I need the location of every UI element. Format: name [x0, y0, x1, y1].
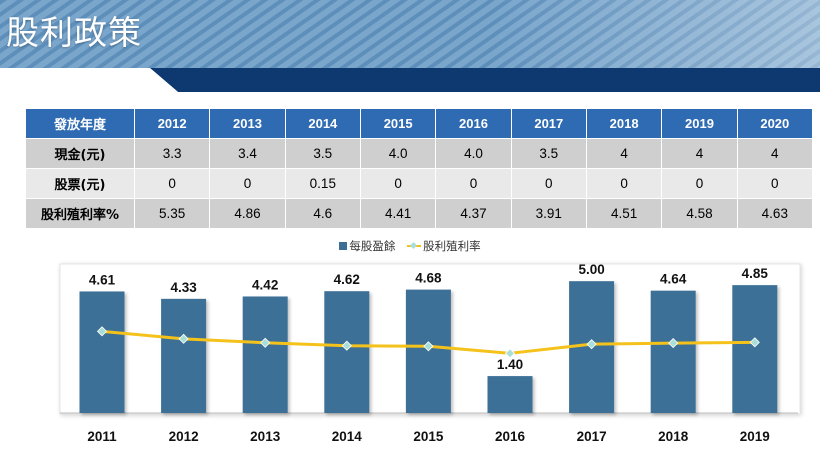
eps-bar — [732, 285, 778, 413]
x-tick-label: 2019 — [740, 429, 770, 444]
bar-data-label: 4.68 — [415, 271, 442, 286]
header-year: 2016 — [435, 108, 512, 139]
chart-legend: 每股盈餘 股利殖利率 — [0, 238, 820, 254]
table-row-yield: 股利殖利率% 5.35 4.86 4.6 4.41 4.37 3.91 4.51… — [25, 198, 814, 229]
eps-bar — [324, 291, 370, 413]
banner-graphic — [0, 0, 820, 92]
row-label: 股利殖利率% — [25, 198, 135, 229]
legend-label: 股利殖利率 — [423, 239, 481, 253]
table-row-cash: 現金(元) 3.3 3.4 3.5 4.0 4.0 3.5 4 4 4 — [25, 138, 814, 169]
yield-point — [96, 326, 108, 337]
legend-item-yield: 股利殖利率 — [407, 238, 481, 254]
legend-bar-swatch — [339, 242, 348, 250]
bar-data-label: 4.85 — [742, 266, 769, 281]
table-cell: 0 — [209, 168, 286, 199]
dividend-table: 發放年度 2012 2013 2014 2015 2016 2017 2018 … — [25, 108, 814, 229]
header-label: 發放年度 — [25, 108, 135, 139]
yield-point — [668, 338, 679, 349]
eps-bar — [161, 298, 207, 413]
table-cell: 0 — [435, 168, 512, 199]
bar-data-label: 4.62 — [334, 272, 360, 287]
table-cell: 4.63 — [736, 198, 814, 229]
eps-bar — [242, 296, 288, 413]
table-cell: 3.4 — [209, 138, 286, 169]
x-tick-label: 2012 — [169, 429, 199, 444]
table-cell: 4.58 — [661, 198, 738, 229]
table-cell: 3.91 — [510, 198, 587, 229]
table-cell: 4.0 — [435, 138, 512, 169]
eps-bar — [487, 376, 533, 413]
table-cell: 4.37 — [435, 198, 512, 229]
table-cell: 4 — [661, 138, 738, 169]
x-tick-label: 2018 — [658, 429, 689, 444]
table-cell: 4 — [585, 138, 663, 169]
table-header-row: 發放年度 2012 2013 2014 2015 2016 2017 2018 … — [25, 108, 814, 139]
table-cell: 0 — [585, 168, 663, 199]
bar-data-label: 1.40 — [497, 357, 523, 372]
table-cell: 4.0 — [359, 138, 437, 169]
table-cell: 3.3 — [133, 138, 211, 169]
table-cell: 0.15 — [284, 168, 361, 199]
header-year: 2019 — [661, 108, 738, 139]
header-year: 2015 — [359, 108, 437, 139]
table-row-stock: 股票(元) 0 0 0.15 0 0 0 0 0 0 — [25, 168, 814, 199]
table-cell: 3.5 — [284, 138, 361, 169]
bar-data-label: 4.42 — [252, 277, 278, 292]
x-tick-label: 2015 — [413, 429, 444, 444]
table-cell: 0 — [661, 168, 738, 199]
header-year: 2017 — [510, 108, 587, 139]
yield-point — [260, 337, 271, 348]
header-year: 2013 — [209, 108, 286, 139]
x-tick-label: 2013 — [250, 429, 281, 444]
table-cell: 0 — [736, 168, 814, 199]
bar-data-label: 4.61 — [89, 272, 116, 287]
table-cell: 4.6 — [284, 198, 361, 229]
header-year: 2012 — [133, 108, 211, 139]
table-cell: 4.41 — [359, 198, 437, 229]
table-cell: 4.86 — [209, 198, 286, 229]
yield-point — [341, 340, 352, 351]
table-cell: 0 — [359, 168, 437, 199]
x-tick-label: 2014 — [332, 429, 363, 444]
row-label: 現金(元) — [25, 138, 135, 169]
eps-bar — [79, 291, 125, 413]
table-cell: 4.51 — [585, 198, 663, 229]
row-label: 股票(元) — [25, 168, 135, 199]
title-banner: 股利政策 — [0, 0, 820, 92]
table-cell: 0 — [510, 168, 587, 199]
page-title: 股利政策 — [6, 13, 142, 52]
eps-yield-chart: 4.61 4.33 4.42 4.62 4.68 1.40 5.00 4.64 4.85 201… — [59, 262, 801, 444]
table-cell: 3.5 — [510, 138, 587, 169]
table-cell: 0 — [133, 168, 211, 199]
legend-line-swatch — [407, 242, 422, 250]
header-year: 2020 — [736, 108, 814, 139]
legend-label: 每股盈餘 — [349, 239, 396, 253]
x-tick-label: 2017 — [577, 429, 607, 444]
bar-data-label: 4.64 — [660, 272, 687, 287]
yield-point — [586, 339, 597, 350]
yield-point — [504, 348, 516, 359]
yield-point — [423, 341, 434, 352]
table-cell: 4 — [736, 138, 814, 169]
yield-point — [178, 333, 189, 344]
header-year: 2018 — [585, 108, 663, 139]
bar-data-label: 4.33 — [170, 280, 197, 295]
table-cell: 5.35 — [133, 198, 211, 229]
x-tick-label: 2016 — [495, 429, 526, 444]
bar-data-label: 5.00 — [578, 262, 604, 277]
legend-item-eps: 每股盈餘 — [339, 238, 395, 254]
x-tick-label: 2011 — [87, 429, 117, 444]
header-year: 2014 — [284, 108, 361, 139]
eps-bar — [650, 290, 696, 413]
yield-point — [749, 337, 760, 348]
